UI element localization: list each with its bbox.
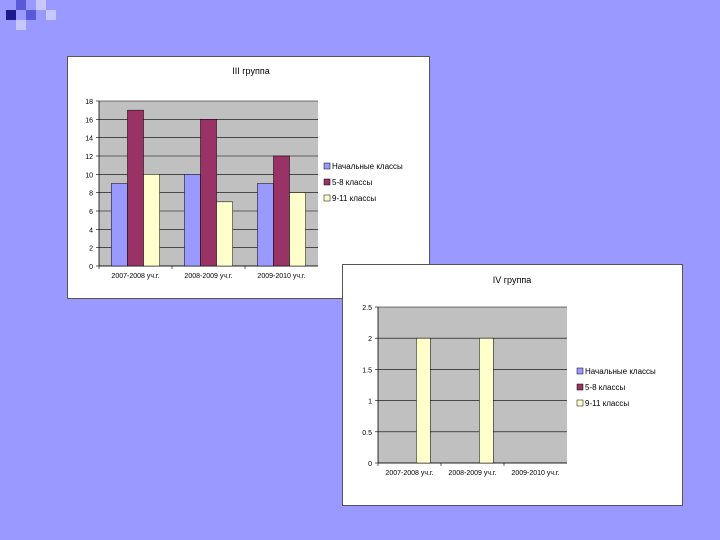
corner-decoration xyxy=(6,0,56,30)
chart-panel-group-4: IV группа 0 0.5 1 1.5 2 2.5 2007-2008 уч.г. 200… xyxy=(342,264,683,506)
chart-group-4: IV группа 0 0.5 1 1.5 2 2.5 2007-2008 уч.г. 200… xyxy=(362,275,656,477)
legend-label: 5-8 классы xyxy=(332,178,372,187)
chart-title: III группа xyxy=(232,66,269,76)
y-tick-label: 1 xyxy=(368,399,372,406)
y-tick-label: 10 xyxy=(85,172,93,179)
legend-swatch xyxy=(323,178,331,186)
deco-square xyxy=(46,10,56,20)
x-tick-label: 2009-2010 уч.г. xyxy=(511,470,559,477)
bar xyxy=(289,192,306,267)
y-tick-label: 2 xyxy=(89,246,93,253)
y-tick-label: 16 xyxy=(85,117,93,124)
plot-area xyxy=(378,307,567,463)
y-tick-label: 0 xyxy=(368,461,372,468)
y-tick-label: 4 xyxy=(89,227,93,234)
chart-group-3: III группа 0 2 4 6 8 10 12 14 16 18 2007-2008 уч.г… xyxy=(85,66,403,280)
x-tick-label: 2008-2009 уч.г. xyxy=(184,273,232,280)
bar xyxy=(111,183,128,267)
bar xyxy=(416,337,431,464)
legend-swatch xyxy=(576,399,584,407)
y-tick-label: 0 xyxy=(89,264,93,271)
legend-label: 9-11 классы xyxy=(332,194,376,203)
legend-label: 5-8 классы xyxy=(585,383,625,392)
y-tick-label: 1.5 xyxy=(362,367,372,374)
legend-swatch xyxy=(323,194,331,202)
legend-swatch xyxy=(576,383,584,391)
y-tick-label: 2.5 xyxy=(362,305,372,312)
chart-panel-group-3: III группа 0 2 4 6 8 10 12 14 16 18 2007-2008 уч.г… xyxy=(67,56,430,299)
y-tick-label: 2 xyxy=(368,336,372,343)
y-tick-label: 0.5 xyxy=(362,430,372,437)
deco-square xyxy=(16,0,26,10)
chart-title: IV группа xyxy=(493,275,531,285)
legend-swatch xyxy=(576,367,584,375)
bar xyxy=(200,119,217,267)
bar xyxy=(143,174,160,267)
bar xyxy=(273,155,290,267)
deco-square xyxy=(16,20,26,30)
y-tick-label: 6 xyxy=(89,209,93,216)
x-tick-label: 2007-2008 уч.г. xyxy=(385,470,433,477)
x-tick-label: 2008-2009 уч.г. xyxy=(448,470,496,477)
y-tick-label: 14 xyxy=(85,136,93,143)
x-tick-label: 2009-2010 уч.г. xyxy=(257,273,305,280)
bar xyxy=(127,109,144,267)
y-tick-label: 12 xyxy=(85,154,93,161)
legend-label: 9-11 классы xyxy=(585,399,629,408)
legend-label: Начальные классы xyxy=(585,367,656,376)
deco-square xyxy=(26,10,36,20)
bar xyxy=(216,201,233,267)
bar xyxy=(184,174,201,267)
legend-label: Начальные классы xyxy=(332,162,403,171)
x-tick-label: 2007-2008 уч.г. xyxy=(111,273,159,280)
y-tick-label: 18 xyxy=(85,99,93,106)
deco-square xyxy=(6,10,16,20)
deco-square xyxy=(36,0,46,10)
y-tick-label: 8 xyxy=(89,191,93,198)
bar xyxy=(479,337,494,464)
bar xyxy=(257,183,274,267)
legend-swatch xyxy=(323,162,331,170)
